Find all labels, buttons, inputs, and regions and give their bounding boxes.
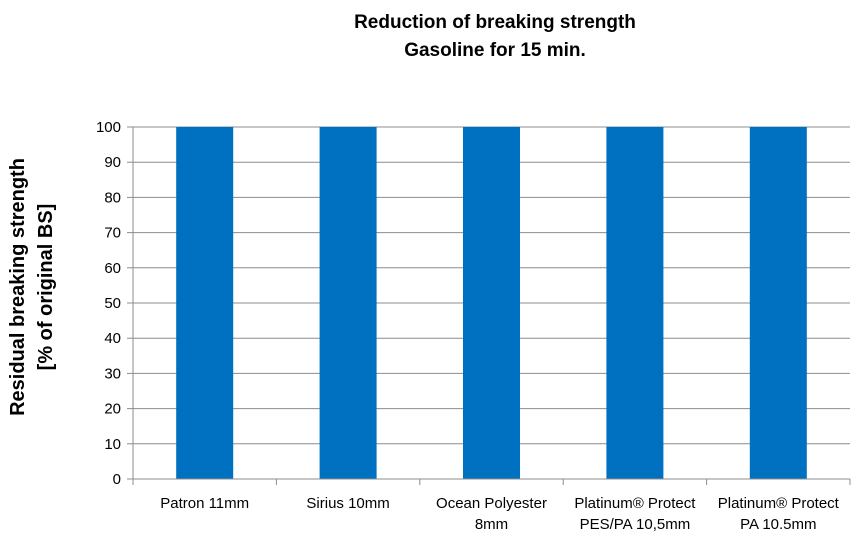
x-tick-label: Patron 11mm <box>160 495 249 512</box>
bar <box>749 127 807 479</box>
y-tick-label: 0 <box>113 471 121 488</box>
y-axis-title-line: [% of original BS] <box>35 204 57 371</box>
x-tick-label: Platinum® Protect <box>718 495 840 512</box>
y-tick-labels: 0 10 20 30 40 50 60 70 80 90 100 <box>96 119 121 488</box>
bar <box>463 127 520 479</box>
y-tick-label: 90 <box>104 154 121 171</box>
x-tick-label: Ocean Polyester <box>436 495 547 512</box>
y-axis-title: Residual breaking strength [% of original… <box>7 158 57 416</box>
x-tick-label: PES/PA 10,5mm <box>580 516 691 533</box>
y-tick-label: 30 <box>104 365 121 382</box>
bar <box>606 127 664 479</box>
chart-title-line: Gasoline for 15 min. <box>404 40 586 61</box>
x-tick-label: Sirius 10mm <box>306 495 389 512</box>
y-tick-label: 80 <box>104 189 121 206</box>
y-tick-label: 70 <box>104 225 121 242</box>
y-tick-label: 100 <box>96 119 121 136</box>
chart-title-line: Reduction of breaking strength <box>354 12 636 33</box>
y-tick-label: 50 <box>104 295 121 312</box>
x-tick-label: PA 10.5mm <box>740 516 816 533</box>
y-tick-label: 20 <box>104 401 121 418</box>
bar <box>176 127 234 479</box>
axes <box>127 126 851 485</box>
x-tick-labels: Patron 11mm Sirius 10mm Ocean Polyester 8mm… <box>160 495 839 533</box>
y-tick-label: 40 <box>104 330 121 347</box>
bars <box>176 127 807 479</box>
chart-title: Reduction of breaking strength Gasoline f… <box>354 12 636 61</box>
x-tick-label: 8mm <box>475 516 508 533</box>
x-tick-label: Platinum® Protect <box>574 495 696 512</box>
bar <box>319 127 377 479</box>
y-tick-label: 60 <box>104 260 121 277</box>
y-axis-title-line: Residual breaking strength <box>7 158 29 416</box>
y-tick-label: 10 <box>104 436 121 453</box>
